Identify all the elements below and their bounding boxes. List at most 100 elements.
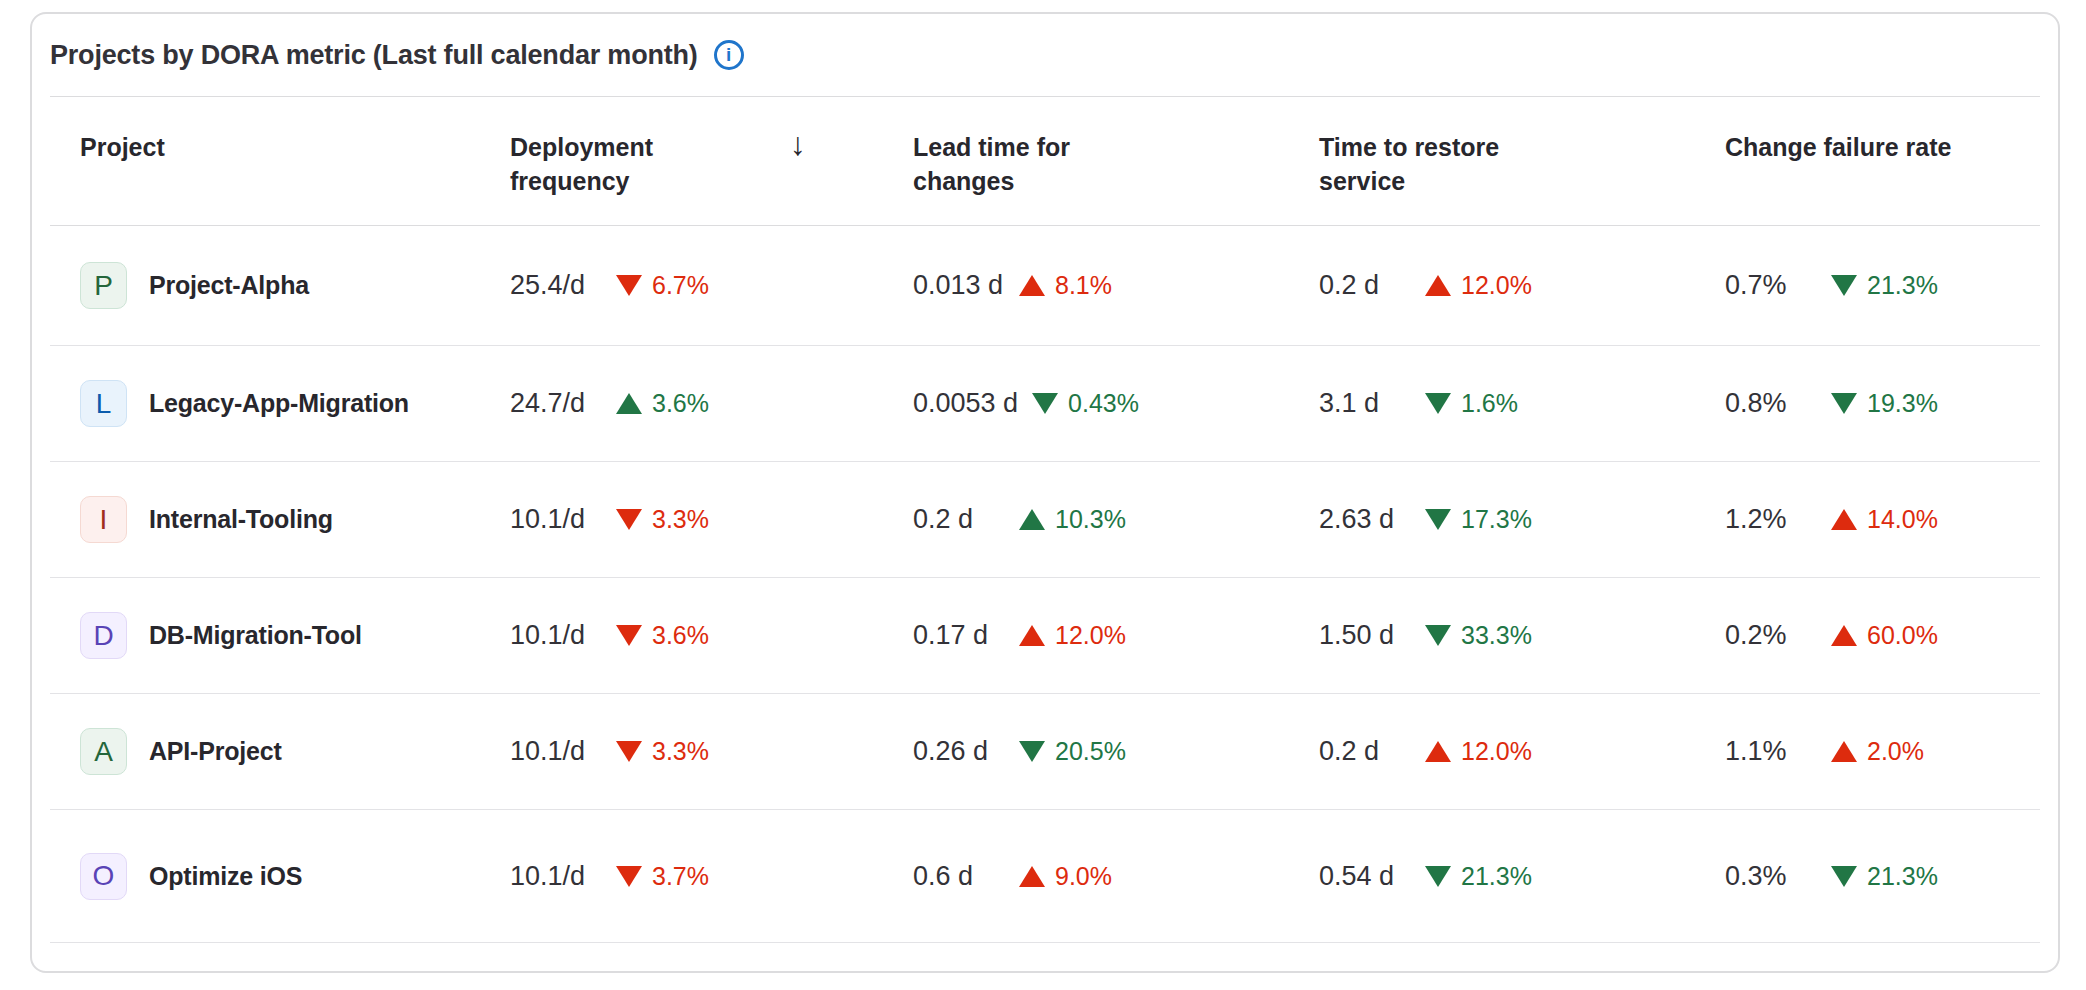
trend-down-icon — [1425, 393, 1451, 414]
metric-cell: 0.3% 21.3% — [1695, 861, 2044, 892]
trend-indicator: 19.3% — [1831, 389, 1938, 418]
trend-indicator: 14.0% — [1831, 505, 1938, 534]
trend-change-value: 0.43% — [1068, 389, 1139, 418]
trend-change-value: 17.3% — [1461, 505, 1532, 534]
header-cell-time-to-restore-service[interactable]: Time to restore service — [1289, 97, 1695, 225]
metric-cell: 1.1% 2.0% — [1695, 736, 2044, 767]
metric-cell: 10.1/d 3.3% — [480, 736, 883, 767]
info-icon[interactable]: i — [714, 40, 744, 70]
project-name-link[interactable]: Legacy-App-Migration — [149, 389, 409, 418]
header-cell-change-failure-rate[interactable]: Change failure rate — [1695, 97, 2044, 225]
trend-down-icon — [616, 741, 642, 762]
project-name-link[interactable]: Project-Alpha — [149, 271, 309, 300]
metric-value: 10.1/d — [510, 504, 602, 535]
trend-change-value: 12.0% — [1055, 621, 1126, 650]
table-header-row: Project Deployment frequency ↓ Lead time fo… — [50, 97, 2040, 226]
trend-indicator: 17.3% — [1425, 505, 1532, 534]
trend-up-icon — [1831, 625, 1857, 646]
table-row: LLegacy-App-Migration24.7/d3.6%0.0053 d0… — [50, 346, 2040, 462]
trend-down-icon — [616, 866, 642, 887]
trend-indicator: 3.6% — [616, 389, 709, 418]
project-name-link[interactable]: Optimize iOS — [149, 862, 302, 891]
project-name-link[interactable]: DB-Migration-Tool — [149, 621, 362, 650]
trend-indicator: 3.7% — [616, 862, 709, 891]
metric-value: 0.26 d — [913, 736, 1005, 767]
trend-indicator: 2.0% — [1831, 737, 1924, 766]
trend-change-value: 8.1% — [1055, 271, 1112, 300]
header-cell-lead-time-for-changes[interactable]: Lead time for changes — [883, 97, 1289, 225]
metric-value: 1.50 d — [1319, 620, 1411, 651]
trend-down-icon — [1831, 275, 1857, 296]
metric-cell: 0.2 d12.0% — [1289, 270, 1695, 301]
trend-indicator: 3.6% — [616, 621, 709, 650]
trend-change-value: 21.3% — [1867, 862, 1938, 891]
project-avatar: O — [80, 853, 127, 900]
card-header: Projects by DORA metric (Last full calen… — [50, 14, 2040, 97]
trend-change-value: 3.3% — [652, 737, 709, 766]
metric-value: 0.7% — [1725, 270, 1817, 301]
project-name-link[interactable]: Internal-Tooling — [149, 505, 333, 534]
trend-change-value: 3.6% — [652, 621, 709, 650]
metric-cell: 0.2 d 10.3% — [883, 504, 1289, 535]
trend-change-value: 21.3% — [1867, 271, 1938, 300]
trend-down-icon — [616, 509, 642, 530]
header-cell-label: Deployment frequency — [510, 130, 695, 198]
metric-cell: 0.2 d12.0% — [1289, 736, 1695, 767]
metric-value: 2.63 d — [1319, 504, 1411, 535]
metric-cell: 0.013 d8.1% — [883, 270, 1289, 301]
trend-down-icon — [1032, 393, 1058, 414]
trend-indicator: 10.3% — [1019, 505, 1126, 534]
metric-value: 24.7/d — [510, 388, 602, 419]
header-cell-label: Project — [80, 130, 165, 164]
project-cell: DDB-Migration-Tool — [50, 612, 480, 659]
trend-indicator: 6.7% — [616, 271, 709, 300]
trend-indicator: 8.1% — [1019, 271, 1112, 300]
metric-value: 3.1 d — [1319, 388, 1411, 419]
project-cell: P Project-Alpha — [50, 262, 480, 309]
trend-up-icon — [1019, 275, 1045, 296]
metric-value: 0.2 d — [913, 504, 1005, 535]
project-name-link[interactable]: API-Project — [149, 737, 282, 766]
project-cell: IInternal-Tooling — [50, 496, 480, 543]
trend-up-icon — [1019, 625, 1045, 646]
trend-change-value: 3.6% — [652, 389, 709, 418]
metric-cell: 3.1 d 1.6% — [1289, 388, 1695, 419]
trend-change-value: 3.7% — [652, 862, 709, 891]
sort-descending-icon[interactable]: ↓ — [790, 127, 806, 161]
trend-down-icon — [1831, 866, 1857, 887]
metric-value: 1.1% — [1725, 736, 1817, 767]
table-row: OOptimize iOS10.1/d3.7%0.6 d9.0%0.54 d21… — [50, 810, 2040, 943]
trend-indicator: 3.3% — [616, 505, 709, 534]
trend-change-value: 2.0% — [1867, 737, 1924, 766]
project-cell: AAPI-Project — [50, 728, 480, 775]
trend-indicator: 60.0% — [1831, 621, 1938, 650]
metric-value: 0.17 d — [913, 620, 1005, 651]
header-cell-label: Change failure rate — [1725, 130, 1951, 164]
metric-cell: 0.6 d9.0% — [883, 861, 1289, 892]
trend-change-value: 33.3% — [1461, 621, 1532, 650]
metric-cell: 0.7% 21.3% — [1695, 270, 2044, 301]
trend-indicator: 12.0% — [1425, 271, 1532, 300]
metric-cell: 1.50 d 33.3% — [1289, 620, 1695, 651]
metric-value: 1.2% — [1725, 504, 1817, 535]
trend-change-value: 1.6% — [1461, 389, 1518, 418]
table-row: AAPI-Project10.1/d3.3%0.26 d20.5%0.2 d12… — [50, 694, 2040, 810]
metric-value: 25.4/d — [510, 270, 602, 301]
table-row: IInternal-Tooling 10.1/d 3.3% 0.2 d 10.3% 2.6… — [50, 462, 2040, 578]
project-avatar: P — [80, 262, 127, 309]
trend-up-icon — [616, 393, 642, 414]
trend-up-icon — [1019, 509, 1045, 530]
trend-down-icon — [1425, 625, 1451, 646]
trend-change-value: 6.7% — [652, 271, 709, 300]
project-cell: O Optimize iOS — [50, 853, 480, 900]
metric-cell: 0.2% 60.0% — [1695, 620, 2044, 651]
trend-up-icon — [1425, 275, 1451, 296]
trend-down-icon — [616, 625, 642, 646]
metric-value: 0.3% — [1725, 861, 1817, 892]
header-cell-project[interactable]: Project — [50, 97, 480, 225]
metric-value: 10.1/d — [510, 736, 602, 767]
metric-value: 0.2% — [1725, 620, 1817, 651]
header-cell-deployment-frequency[interactable]: Deployment frequency ↓ — [480, 97, 883, 225]
trend-down-icon — [1019, 741, 1045, 762]
trend-change-value: 12.0% — [1461, 737, 1532, 766]
